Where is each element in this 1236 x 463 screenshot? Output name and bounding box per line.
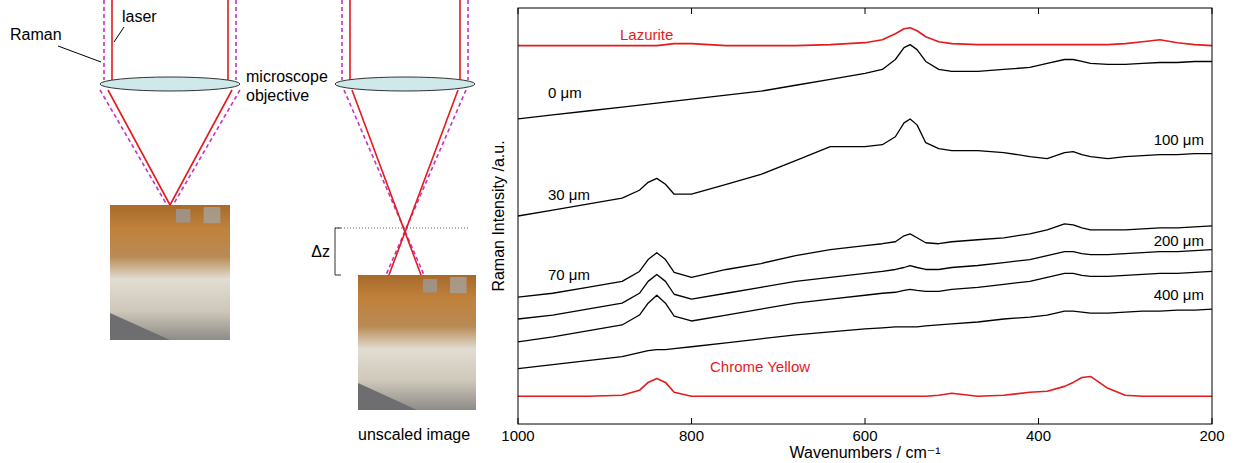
spectrum-line (518, 119, 1212, 216)
image-label: unscaled image (358, 426, 470, 443)
photo-ground (110, 205, 230, 340)
series-label: 100 μm (1154, 131, 1204, 148)
spectrum-line (518, 309, 1212, 368)
laser-beam (227, 0, 229, 80)
x-axis-title: Wavenumbers / cm⁻¹ (790, 444, 941, 461)
x-tick (691, 8, 692, 14)
x-tick-label: 400 (1026, 427, 1051, 444)
objective-lens (335, 77, 475, 91)
laser-beam (389, 90, 458, 275)
x-tick-label: 1000 (501, 427, 534, 444)
raman-beam (341, 0, 343, 80)
photo-spot (176, 209, 190, 223)
series-label: Lazurite (620, 26, 673, 43)
x-tick (865, 418, 866, 424)
plot-frame (518, 8, 1212, 424)
laser-beam (352, 90, 421, 275)
spectrum-line (518, 224, 1212, 297)
laser-label: laser (122, 8, 157, 25)
x-tick (1038, 8, 1039, 14)
leader-line (58, 46, 101, 62)
spectrum-line (518, 45, 1212, 119)
chart: 1000 800 600 400 200 Wavenumbers / cm⁻¹ Raman … (490, 8, 1225, 461)
spectrum-line (518, 250, 1212, 319)
raman-label: Raman (10, 26, 62, 43)
x-tick-label: 800 (679, 427, 704, 444)
spectra (518, 28, 1212, 396)
x-tick-label: 200 (1199, 427, 1224, 444)
series-label: 0 μm (548, 84, 582, 101)
series-label: Chrome Yellow (710, 358, 810, 375)
figure: Raman laser microscope objective Δz unscaled … (0, 0, 1236, 463)
dz-bracket (335, 228, 341, 275)
focus-level (335, 228, 470, 229)
raman-beam (100, 90, 167, 205)
objective-label-line: microscope (246, 68, 328, 85)
sample-photo (110, 205, 230, 340)
leader-line (114, 27, 124, 42)
diagram: Raman laser microscope objective Δz unscaled … (10, 0, 476, 443)
x-tick (1212, 8, 1213, 14)
x-tick (1038, 418, 1039, 424)
laser-beam (349, 0, 351, 80)
photo-spot (450, 277, 467, 293)
raman-beam (103, 0, 105, 80)
laser-beam (459, 0, 461, 80)
series-label: 30 μm (548, 186, 590, 203)
photo-spot (423, 279, 437, 293)
series-label: 70 μm (548, 266, 590, 283)
raman-beam (344, 90, 424, 275)
laser-beam (170, 90, 232, 205)
laser-beam (111, 0, 113, 80)
spectrum-line (518, 271, 1212, 341)
series-label: 400 μm (1154, 286, 1204, 303)
raman-beam (467, 0, 469, 80)
objective-label-line: objective (246, 87, 309, 104)
x-tick (1212, 418, 1213, 424)
dz-label: Δz (311, 243, 330, 260)
photo-ground (358, 275, 476, 410)
x-tick (518, 8, 519, 14)
x-tick (691, 418, 692, 424)
x-tick (865, 8, 866, 14)
series-label: 200 μm (1154, 232, 1204, 249)
sample-photo (358, 275, 476, 410)
photo-shadow (110, 313, 170, 340)
x-tick-label: 600 (852, 427, 877, 444)
objective-lens (100, 77, 240, 91)
y-axis-title: Raman Intensity /a.u. (490, 140, 507, 291)
photo-spot (204, 207, 221, 223)
laser-beam (108, 90, 170, 205)
raman-beam (173, 90, 240, 205)
photo-shadow (358, 383, 417, 410)
raman-beam (235, 0, 237, 80)
spectrum-line (518, 376, 1212, 396)
objective-label: microscope objective (246, 68, 328, 104)
raman-beam (386, 90, 466, 275)
x-tick (518, 418, 519, 424)
